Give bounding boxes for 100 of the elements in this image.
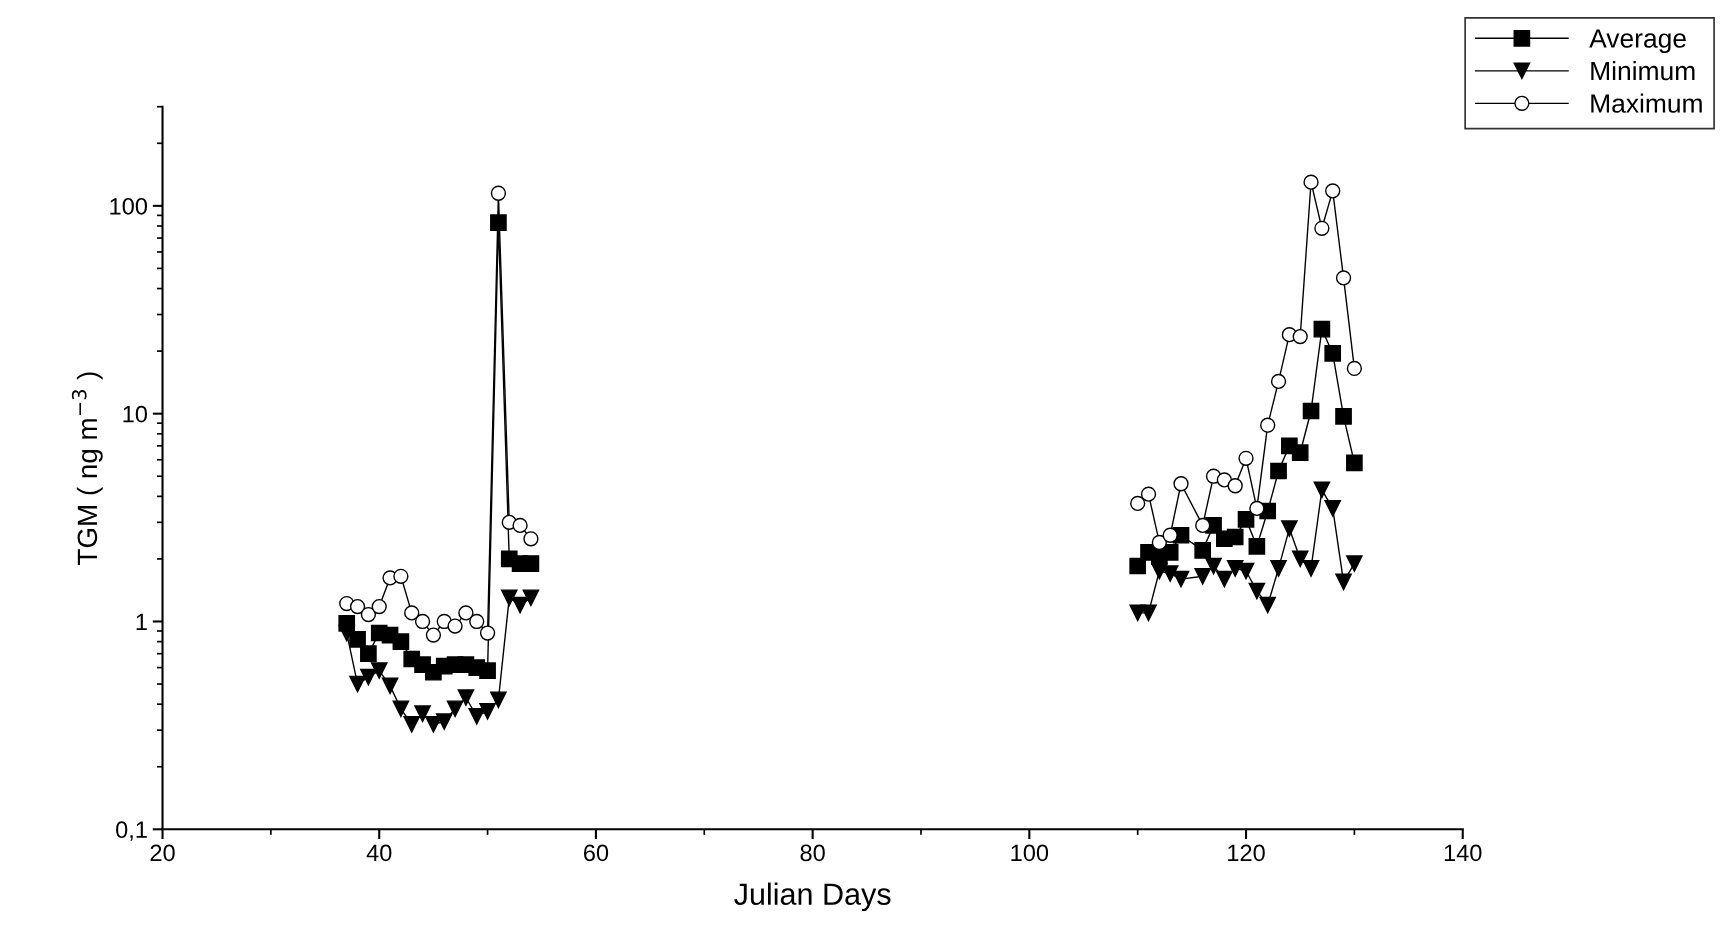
point bbox=[1291, 550, 1309, 568]
point bbox=[392, 633, 410, 650]
point bbox=[1313, 320, 1331, 338]
y-tick-label: 0,1 bbox=[116, 821, 147, 841]
point bbox=[360, 668, 377, 686]
point bbox=[1335, 270, 1352, 286]
point bbox=[1140, 604, 1157, 622]
point bbox=[1259, 596, 1277, 614]
point bbox=[1314, 220, 1330, 236]
point bbox=[1194, 541, 1212, 559]
x-tick-label: 80 bbox=[800, 844, 825, 862]
point bbox=[338, 624, 356, 642]
point bbox=[1227, 478, 1243, 494]
point bbox=[414, 705, 431, 723]
point bbox=[1292, 328, 1308, 345]
point bbox=[1324, 345, 1342, 362]
x-tick-label: 100 bbox=[1011, 844, 1049, 862]
point bbox=[1172, 570, 1190, 588]
point bbox=[349, 598, 366, 615]
point bbox=[370, 662, 388, 679]
legend-label: Minimum bbox=[1591, 60, 1695, 81]
point bbox=[1161, 544, 1179, 561]
point bbox=[1302, 560, 1320, 577]
x-tick-label: 120 bbox=[1228, 844, 1265, 862]
point bbox=[523, 531, 539, 547]
point bbox=[1151, 534, 1167, 551]
point bbox=[425, 715, 442, 733]
point bbox=[1270, 373, 1287, 390]
point bbox=[479, 662, 496, 679]
point bbox=[1335, 573, 1352, 591]
point bbox=[522, 589, 540, 607]
point bbox=[360, 645, 377, 663]
point bbox=[1291, 444, 1309, 461]
point bbox=[500, 589, 518, 607]
point bbox=[435, 713, 453, 730]
point bbox=[392, 700, 410, 718]
point bbox=[479, 702, 496, 720]
point bbox=[349, 675, 366, 693]
legend-label: Maximum bbox=[1591, 93, 1702, 113]
point bbox=[490, 691, 507, 709]
point bbox=[469, 613, 485, 630]
point bbox=[1248, 582, 1266, 600]
point bbox=[1270, 560, 1287, 577]
point bbox=[404, 605, 420, 621]
point bbox=[468, 707, 486, 725]
point bbox=[1346, 555, 1363, 572]
y-tick-label: 100 bbox=[110, 197, 148, 215]
point bbox=[512, 517, 528, 534]
x-axis-title: Julian Days bbox=[734, 882, 891, 912]
point bbox=[511, 596, 529, 614]
point bbox=[1281, 520, 1298, 537]
x-tick-label: 20 bbox=[150, 844, 175, 862]
y-tick-label: 10 bbox=[123, 405, 148, 423]
point bbox=[457, 689, 475, 706]
point bbox=[1248, 537, 1266, 555]
point bbox=[1346, 454, 1363, 472]
point bbox=[1216, 570, 1233, 588]
point bbox=[1346, 360, 1363, 377]
y-tick-label: 1 bbox=[136, 613, 147, 631]
legend-label: Average bbox=[1589, 29, 1686, 54]
point bbox=[360, 606, 377, 623]
point bbox=[349, 631, 366, 648]
y-axis-title: TGM ( ng m$^{−3}$ ) bbox=[71, 372, 103, 565]
point bbox=[371, 598, 387, 615]
point bbox=[1173, 476, 1189, 492]
point bbox=[1216, 472, 1233, 488]
point bbox=[1140, 486, 1157, 502]
point bbox=[479, 625, 496, 641]
point bbox=[1130, 495, 1146, 512]
point bbox=[490, 214, 507, 232]
point bbox=[1238, 450, 1254, 466]
point bbox=[393, 568, 409, 584]
point bbox=[1162, 527, 1178, 543]
point bbox=[1270, 462, 1287, 480]
point bbox=[403, 715, 421, 733]
point bbox=[1226, 528, 1244, 546]
point bbox=[490, 185, 507, 201]
x-tick-label: 40 bbox=[366, 844, 392, 862]
point bbox=[1195, 517, 1211, 534]
point bbox=[1325, 183, 1341, 199]
point bbox=[1260, 417, 1276, 433]
point bbox=[1324, 500, 1342, 517]
point bbox=[1194, 567, 1212, 585]
point bbox=[1237, 511, 1255, 528]
point bbox=[1249, 500, 1265, 517]
x-tick-label: 140 bbox=[1444, 844, 1482, 862]
point bbox=[446, 700, 464, 718]
point bbox=[1205, 557, 1222, 575]
point bbox=[1226, 560, 1244, 577]
point bbox=[1129, 557, 1147, 575]
point bbox=[458, 605, 474, 621]
point bbox=[414, 613, 431, 630]
point bbox=[447, 618, 463, 634]
point bbox=[381, 677, 399, 695]
point bbox=[1335, 408, 1352, 425]
point bbox=[1302, 402, 1320, 420]
point bbox=[522, 555, 540, 572]
point bbox=[1313, 481, 1331, 499]
point bbox=[425, 627, 442, 643]
x-tick-label: 60 bbox=[584, 844, 609, 862]
